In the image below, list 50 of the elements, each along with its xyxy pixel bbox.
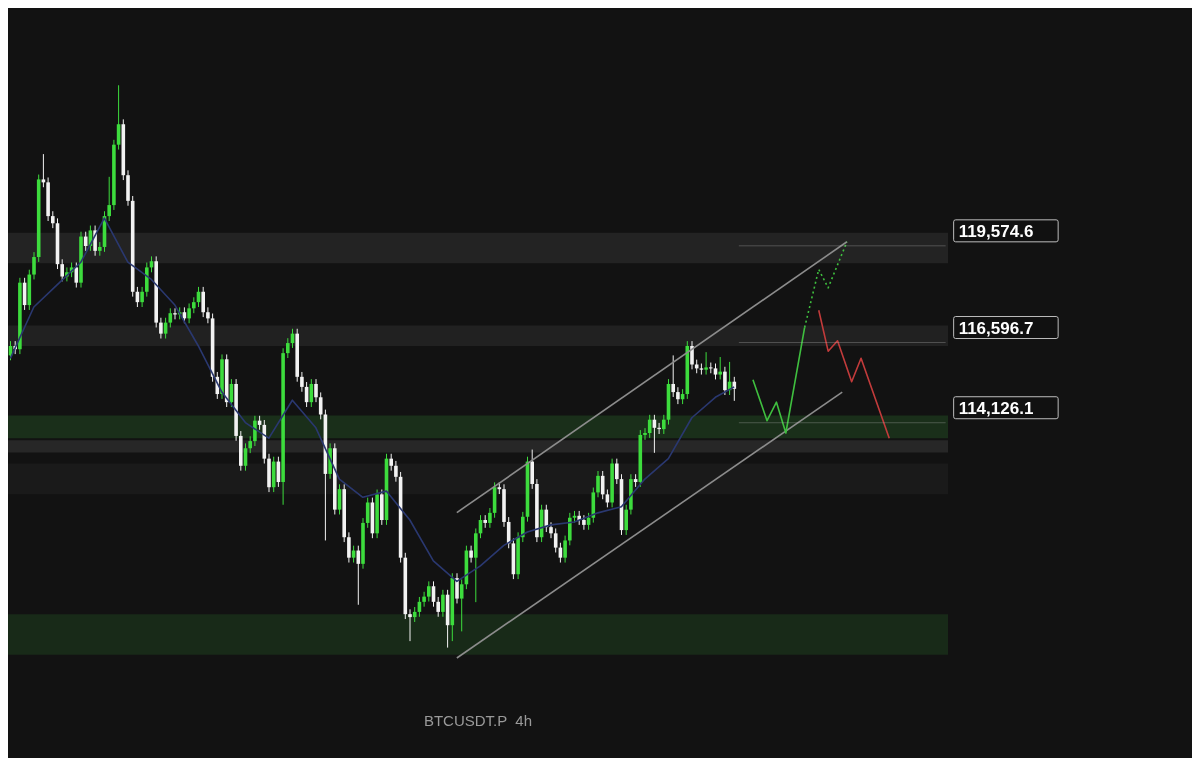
candlestick [553,527,558,553]
candlestick [408,608,412,642]
candlestick [201,286,205,318]
candlestick [568,512,572,546]
ref-line-label: 119,574.6 [958,221,1034,241]
candlestick [300,371,304,393]
candlestick [286,337,290,359]
candlestick [459,578,464,632]
candlestick [347,531,351,564]
candlestick [365,497,370,529]
candlestick [314,378,318,403]
candlestick [723,366,727,396]
candlestick [469,545,473,564]
candlestick [662,414,666,435]
candlestick [455,572,459,604]
candlestick [206,306,210,324]
candlestick [107,176,111,222]
candlestick [318,391,323,420]
candlestick [671,354,675,398]
candlestick [422,591,426,608]
candlestick [704,351,708,376]
candlestick [600,470,605,500]
candlestick [643,427,647,441]
candlestick [140,286,144,308]
candlestick [615,458,619,485]
candlestick [690,340,694,370]
candlestick [647,414,652,439]
candlestick [549,521,553,539]
candlestick [488,507,492,529]
candlestick [624,504,628,536]
candlestick [676,386,680,405]
candlestick [506,516,511,549]
candlestick [253,415,257,447]
candlestick [530,449,534,490]
annotation: BTCUSDT.P 4h [422,712,534,729]
candlestick [427,580,431,603]
candlestick [441,589,445,618]
candlestick [596,470,600,498]
candlestick [187,302,191,324]
candlestick [582,514,586,531]
candlestick [563,535,567,564]
candlestick [32,251,36,280]
ref-line-label: 114,126.1 [958,398,1034,418]
candlestick [394,460,398,483]
candlestick [83,231,88,252]
candlestick [436,596,440,618]
ref-line-label: 116,596.7 [958,318,1034,338]
candlestick [159,317,163,340]
candlestick [521,511,525,543]
candlestick [718,356,722,380]
